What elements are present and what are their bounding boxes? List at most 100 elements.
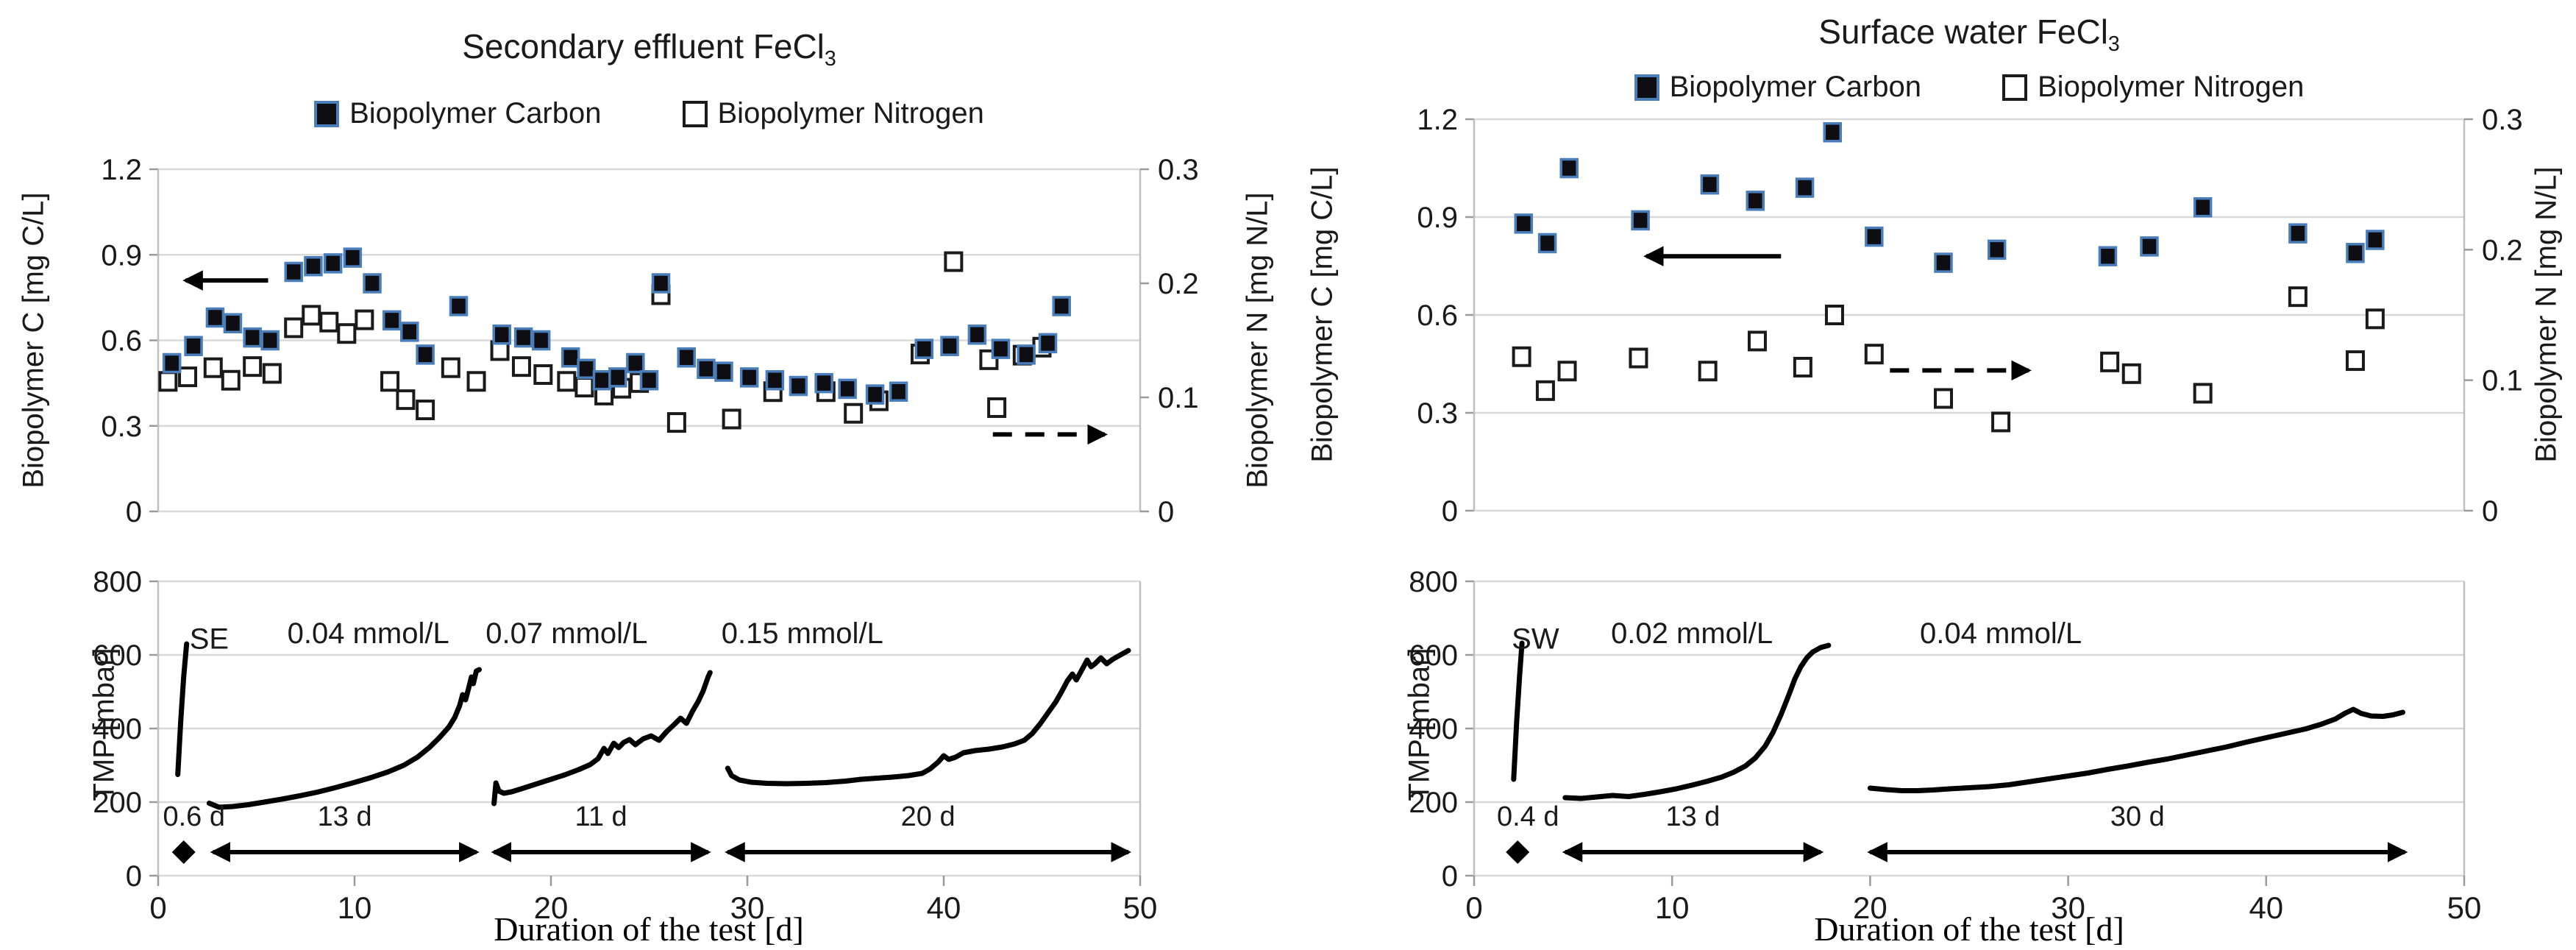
nitrogen-point [1864, 344, 1884, 365]
dose-annotation: 0.07 mmol/L [485, 617, 647, 650]
nitrogen-point [319, 311, 339, 333]
nitrogen-point [944, 251, 964, 272]
carbon-point [914, 338, 934, 359]
nitrogen-legend-label: Biopolymer Nitrogen [717, 97, 984, 130]
carbon-point [223, 313, 243, 333]
carbon-point [991, 338, 1011, 359]
carbon-point [2140, 236, 2159, 257]
xaxis-tick-label: 30 [2051, 890, 2085, 925]
carbon-point [765, 370, 785, 391]
carbon-point [940, 336, 959, 356]
yaxis-right-tick-label: 0.3 [2482, 104, 2523, 136]
carbon-point [304, 256, 323, 277]
yaxis-left-tick-label: 0.6 [1417, 299, 1458, 332]
carbon-point [513, 327, 533, 348]
carbon-point [1746, 191, 1765, 211]
dose-annotation: 0.02 mmol/L [1611, 617, 1773, 650]
nitrogen-point [380, 371, 400, 392]
nitrogen-point [666, 412, 686, 433]
duration-diamond [1506, 840, 1530, 864]
left-legend-item-nitrogen: Biopolymer Nitrogen [682, 97, 984, 130]
carbon-point [400, 322, 419, 342]
yaxis-left-tick-label: 0.3 [1417, 397, 1458, 430]
carbon-point [2288, 223, 2308, 244]
tmp-yaxis-tick-label: 800 [1409, 566, 1458, 598]
right-chart-title-subscript: 3 [2107, 32, 2120, 57]
right-chart-title: Surface water FeCl3 [1474, 12, 2464, 57]
carbon-point [1934, 252, 1953, 273]
nitrogen-point [1934, 388, 1954, 409]
dose-annotation: SE [190, 623, 229, 656]
nitrogen-point [243, 356, 263, 377]
dose-annotation: 0.04 mmol/L [1920, 617, 2082, 650]
carbon-point [382, 310, 402, 331]
carbon-point [2346, 243, 2365, 263]
carbon-point [2366, 230, 2385, 250]
left-chart-title: Secondary effluent FeCl3 [158, 26, 1140, 71]
carbon-point [1038, 333, 1058, 354]
nitrogen-legend-label: Biopolymer Nitrogen [2038, 71, 2305, 103]
carbon-point [592, 370, 612, 391]
nitrogen-point [1793, 356, 1812, 377]
nitrogen-point [302, 305, 321, 326]
carbon-legend-label: Biopolymer Carbon [349, 97, 602, 130]
carbon-point [1700, 174, 1720, 195]
carbon-point [739, 367, 759, 388]
tmp-line [725, 648, 1131, 787]
nitrogen-point [396, 389, 416, 411]
tmp-line [491, 670, 713, 807]
carbon-point [284, 261, 303, 283]
carbon-point [416, 344, 435, 365]
carbon-point [205, 307, 225, 328]
xaxis-tick-label: 20 [1853, 890, 1887, 925]
tmp-yaxis-tick-label: 0 [126, 860, 142, 893]
nitrogen-point [178, 366, 198, 388]
carbon-point [260, 330, 280, 351]
nitrogen-legend-marker-icon [682, 100, 708, 127]
tmp-yaxis-tick-label: 0 [1442, 860, 1458, 893]
yaxis-left-tick-label: 0 [126, 496, 142, 528]
carbon-point [2193, 196, 2213, 218]
nitrogen-point [1535, 380, 1555, 401]
nitrogen-legend-marker-icon [2002, 74, 2027, 101]
carbon-point [639, 370, 659, 391]
duration-label: 20 d [901, 801, 956, 832]
yaxis-right-tick-label: 0.1 [1158, 382, 1199, 414]
yaxis-right-tick-label: 0.3 [1158, 154, 1199, 186]
carbon-point [651, 273, 671, 294]
nitrogen-point [511, 356, 531, 377]
nitrogen-point [844, 403, 864, 424]
yaxis-right-tick-label: 0.1 [2482, 365, 2523, 397]
nitrogen-point [466, 371, 486, 392]
nitrogen-point [1824, 305, 1844, 325]
carbon-point [1052, 296, 1071, 316]
nitrogen-point [416, 400, 435, 421]
yaxis-left-tick-label: 1.2 [101, 154, 142, 186]
left-chart-title-subscript: 3 [824, 47, 836, 71]
xaxis-tick-label: 30 [730, 890, 765, 925]
xaxis-tick-label: 0 [149, 890, 166, 925]
nitrogen-point [1991, 411, 2011, 433]
nitrogen-point [1698, 361, 1718, 382]
nitrogen-point [2193, 383, 2213, 404]
carbon-legend-marker-icon [1634, 74, 1659, 101]
carbon-point [531, 330, 551, 351]
dose-annotation: SW [1512, 623, 1559, 656]
yaxis-left-tick-label: 1.2 [1417, 104, 1458, 136]
nitrogen-point [221, 369, 241, 391]
nitrogen-point [284, 317, 304, 338]
carbon-point [1017, 344, 1036, 365]
left-legend-item-carbon: Biopolymer Carbon [314, 97, 602, 130]
carbon-point [697, 358, 716, 379]
nitrogen-point [1557, 361, 1577, 382]
yaxis-right-tick-label: 0 [1158, 496, 1174, 528]
carbon-point [608, 367, 627, 388]
nitrogen-point [203, 357, 223, 378]
carbon-point [1823, 121, 1843, 143]
nitrogen-point [2345, 350, 2365, 372]
nitrogen-point [441, 357, 460, 378]
carbon-point [1514, 213, 1534, 234]
carbon-point [184, 336, 203, 356]
